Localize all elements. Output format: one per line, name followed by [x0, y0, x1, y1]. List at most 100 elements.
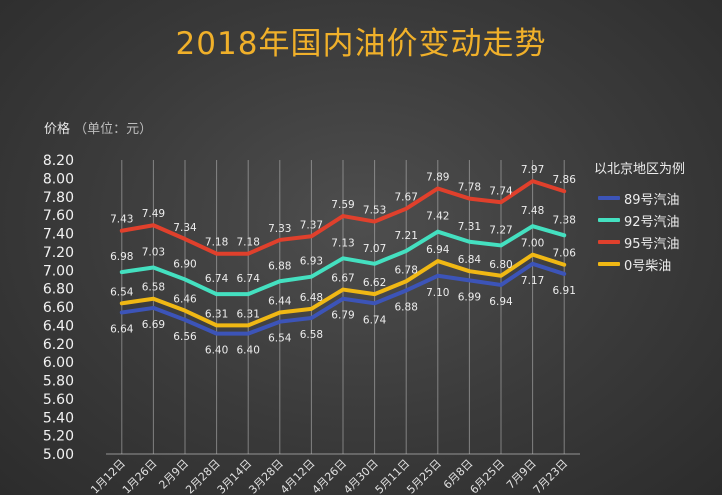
data-label: 6.74 — [205, 273, 229, 285]
data-label: 7.06 — [553, 248, 577, 260]
data-label: 6.88 — [268, 260, 291, 272]
y-axis-title: 价格 （单位：元） — [44, 118, 152, 137]
data-point — [373, 301, 377, 305]
y-tick-label: 5.00 — [43, 447, 74, 463]
y-tick-label: 5.40 — [43, 410, 74, 426]
data-point — [183, 277, 187, 281]
y-tick-label: 8.20 — [43, 153, 74, 169]
data-point — [215, 323, 219, 327]
data-point — [341, 256, 345, 260]
y-axis-label: 价格 — [44, 122, 71, 137]
data-label: 7.48 — [521, 205, 544, 217]
data-point — [467, 240, 471, 244]
data-point — [373, 292, 377, 296]
data-label: 7.89 — [426, 171, 449, 183]
data-point — [309, 316, 313, 320]
data-label: 6.58 — [142, 282, 165, 294]
data-point — [215, 252, 219, 256]
data-label: 7.38 — [553, 214, 576, 226]
data-point — [309, 275, 313, 279]
data-point — [278, 311, 282, 315]
legend-swatch — [598, 262, 620, 266]
data-point — [246, 332, 250, 336]
data-label: 7.42 — [426, 211, 449, 223]
data-point — [120, 301, 124, 305]
data-point — [151, 306, 155, 310]
data-point — [183, 318, 187, 322]
data-label: 7.10 — [426, 287, 449, 299]
data-label: 6.78 — [395, 264, 418, 276]
y-tick-label: 7.00 — [43, 263, 74, 279]
x-tick-label: 5月25日 — [404, 457, 444, 495]
data-label: 6.94 — [489, 296, 513, 308]
data-label: 6.99 — [458, 291, 481, 303]
y-tick-label: 5.20 — [43, 429, 74, 445]
data-point — [531, 262, 535, 266]
data-label: 6.44 — [268, 296, 292, 308]
y-tick-label: 7.20 — [43, 245, 74, 261]
data-label: 6.67 — [331, 273, 354, 285]
data-label: 7.18 — [205, 237, 228, 249]
y-axis-unit: （单位：元） — [74, 122, 153, 137]
data-point — [341, 288, 345, 292]
data-point — [151, 297, 155, 301]
data-label: 7.53 — [363, 205, 386, 217]
data-point — [436, 230, 440, 234]
data-label: 7.49 — [142, 208, 165, 220]
data-point — [404, 249, 408, 253]
data-label: 6.93 — [300, 256, 323, 268]
legend-title: 以北京地区为例 — [594, 162, 686, 177]
legend-swatch — [598, 196, 620, 200]
data-point — [562, 233, 566, 237]
y-tick-label: 6.00 — [43, 355, 74, 371]
data-label: 7.13 — [331, 237, 354, 249]
data-point — [120, 311, 124, 315]
data-label: 7.27 — [489, 224, 512, 236]
y-tick-label: 7.80 — [43, 190, 74, 206]
data-point — [246, 252, 250, 256]
data-point — [341, 214, 345, 218]
data-point — [499, 200, 503, 204]
data-label: 6.54 — [110, 286, 134, 298]
chart-title: 2018年国内油价变动走势 — [175, 26, 547, 62]
legend-item: 89号汽油 — [598, 187, 722, 209]
data-label: 7.03 — [142, 246, 165, 258]
data-label: 7.34 — [173, 222, 197, 234]
y-tick-label: 5.80 — [43, 374, 74, 390]
y-tick-label: 6.20 — [43, 337, 74, 353]
x-tick-label: 6月25日 — [468, 457, 508, 495]
data-point — [120, 229, 124, 233]
legend-label: 0号柴油 — [624, 258, 672, 274]
data-label: 7.17 — [521, 275, 544, 287]
data-label: 6.54 — [268, 333, 292, 345]
data-point — [436, 259, 440, 263]
data-label: 6.80 — [489, 259, 512, 271]
data-label: 7.37 — [300, 219, 323, 231]
x-tick-label: 7月23日 — [531, 457, 571, 495]
data-label: 7.97 — [521, 164, 544, 176]
data-point — [404, 279, 408, 283]
x-tick-label: 1月26日 — [120, 457, 160, 495]
data-label: 7.59 — [331, 199, 354, 211]
data-point — [531, 224, 535, 228]
y-tick-label: 7.60 — [43, 208, 74, 224]
data-label: 6.58 — [300, 329, 323, 341]
y-tick-label: 8.00 — [43, 171, 74, 187]
data-label: 6.69 — [142, 319, 165, 331]
data-label: 6.48 — [300, 292, 323, 304]
data-label: 6.31 — [205, 308, 228, 320]
data-label: 7.67 — [395, 192, 418, 204]
data-label: 7.86 — [553, 174, 577, 186]
data-label: 7.31 — [458, 221, 481, 233]
data-point — [531, 253, 535, 257]
data-label: 6.40 — [237, 345, 260, 357]
data-point — [499, 243, 503, 247]
data-label: 7.78 — [458, 182, 481, 194]
data-point — [151, 223, 155, 227]
data-point — [151, 265, 155, 269]
data-label: 6.88 — [395, 301, 418, 313]
legend-item: 92号汽油 — [598, 209, 722, 231]
data-label: 7.21 — [395, 230, 418, 242]
data-label: 6.74 — [237, 273, 261, 285]
